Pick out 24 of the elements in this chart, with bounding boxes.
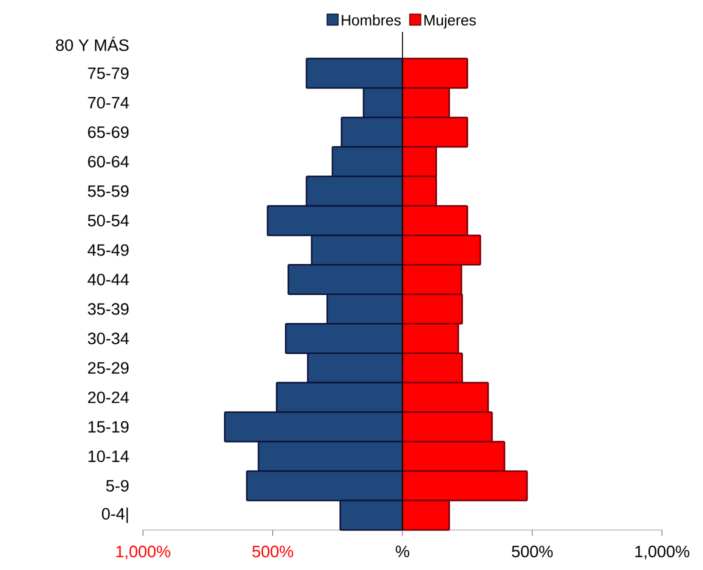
y-tick-label: 35-39: [88, 303, 129, 315]
x-tick-label: 500%: [252, 546, 294, 558]
y-tick-label: 70-74: [88, 96, 129, 109]
y-tick-label: 20-24: [88, 392, 129, 404]
legend-label: Mujeres: [424, 14, 476, 28]
y-tick-label: 45-49: [88, 244, 129, 256]
y-tick-label: 30-34: [88, 332, 129, 344]
y-tick-label: 10-14: [88, 450, 129, 462]
y-tick-label: 60-64: [88, 156, 129, 168]
x-tick-label: 1,000%: [635, 546, 690, 560]
y-tick-label: 80 Y MÁS: [56, 36, 129, 51]
y-tick-label: 40-44: [88, 274, 129, 286]
y-tick-label: 15-19: [88, 421, 129, 433]
y-tick-label: 0-4|: [102, 508, 128, 523]
x-tick-label: %: [396, 546, 410, 558]
y-tick-label: 50-54: [88, 214, 129, 226]
y-tick-label: 5-9: [106, 480, 129, 492]
y-tick-label: 65-69: [88, 126, 129, 138]
x-tick-label: 500%: [512, 546, 553, 558]
y-tick-label: 55-59: [88, 185, 129, 197]
x-tick-label: 1,000%: [116, 546, 170, 560]
legend-label: Hombres: [342, 14, 401, 26]
y-tick-label: 75-79: [88, 67, 129, 80]
y-tick-label: 25-29: [88, 362, 129, 374]
